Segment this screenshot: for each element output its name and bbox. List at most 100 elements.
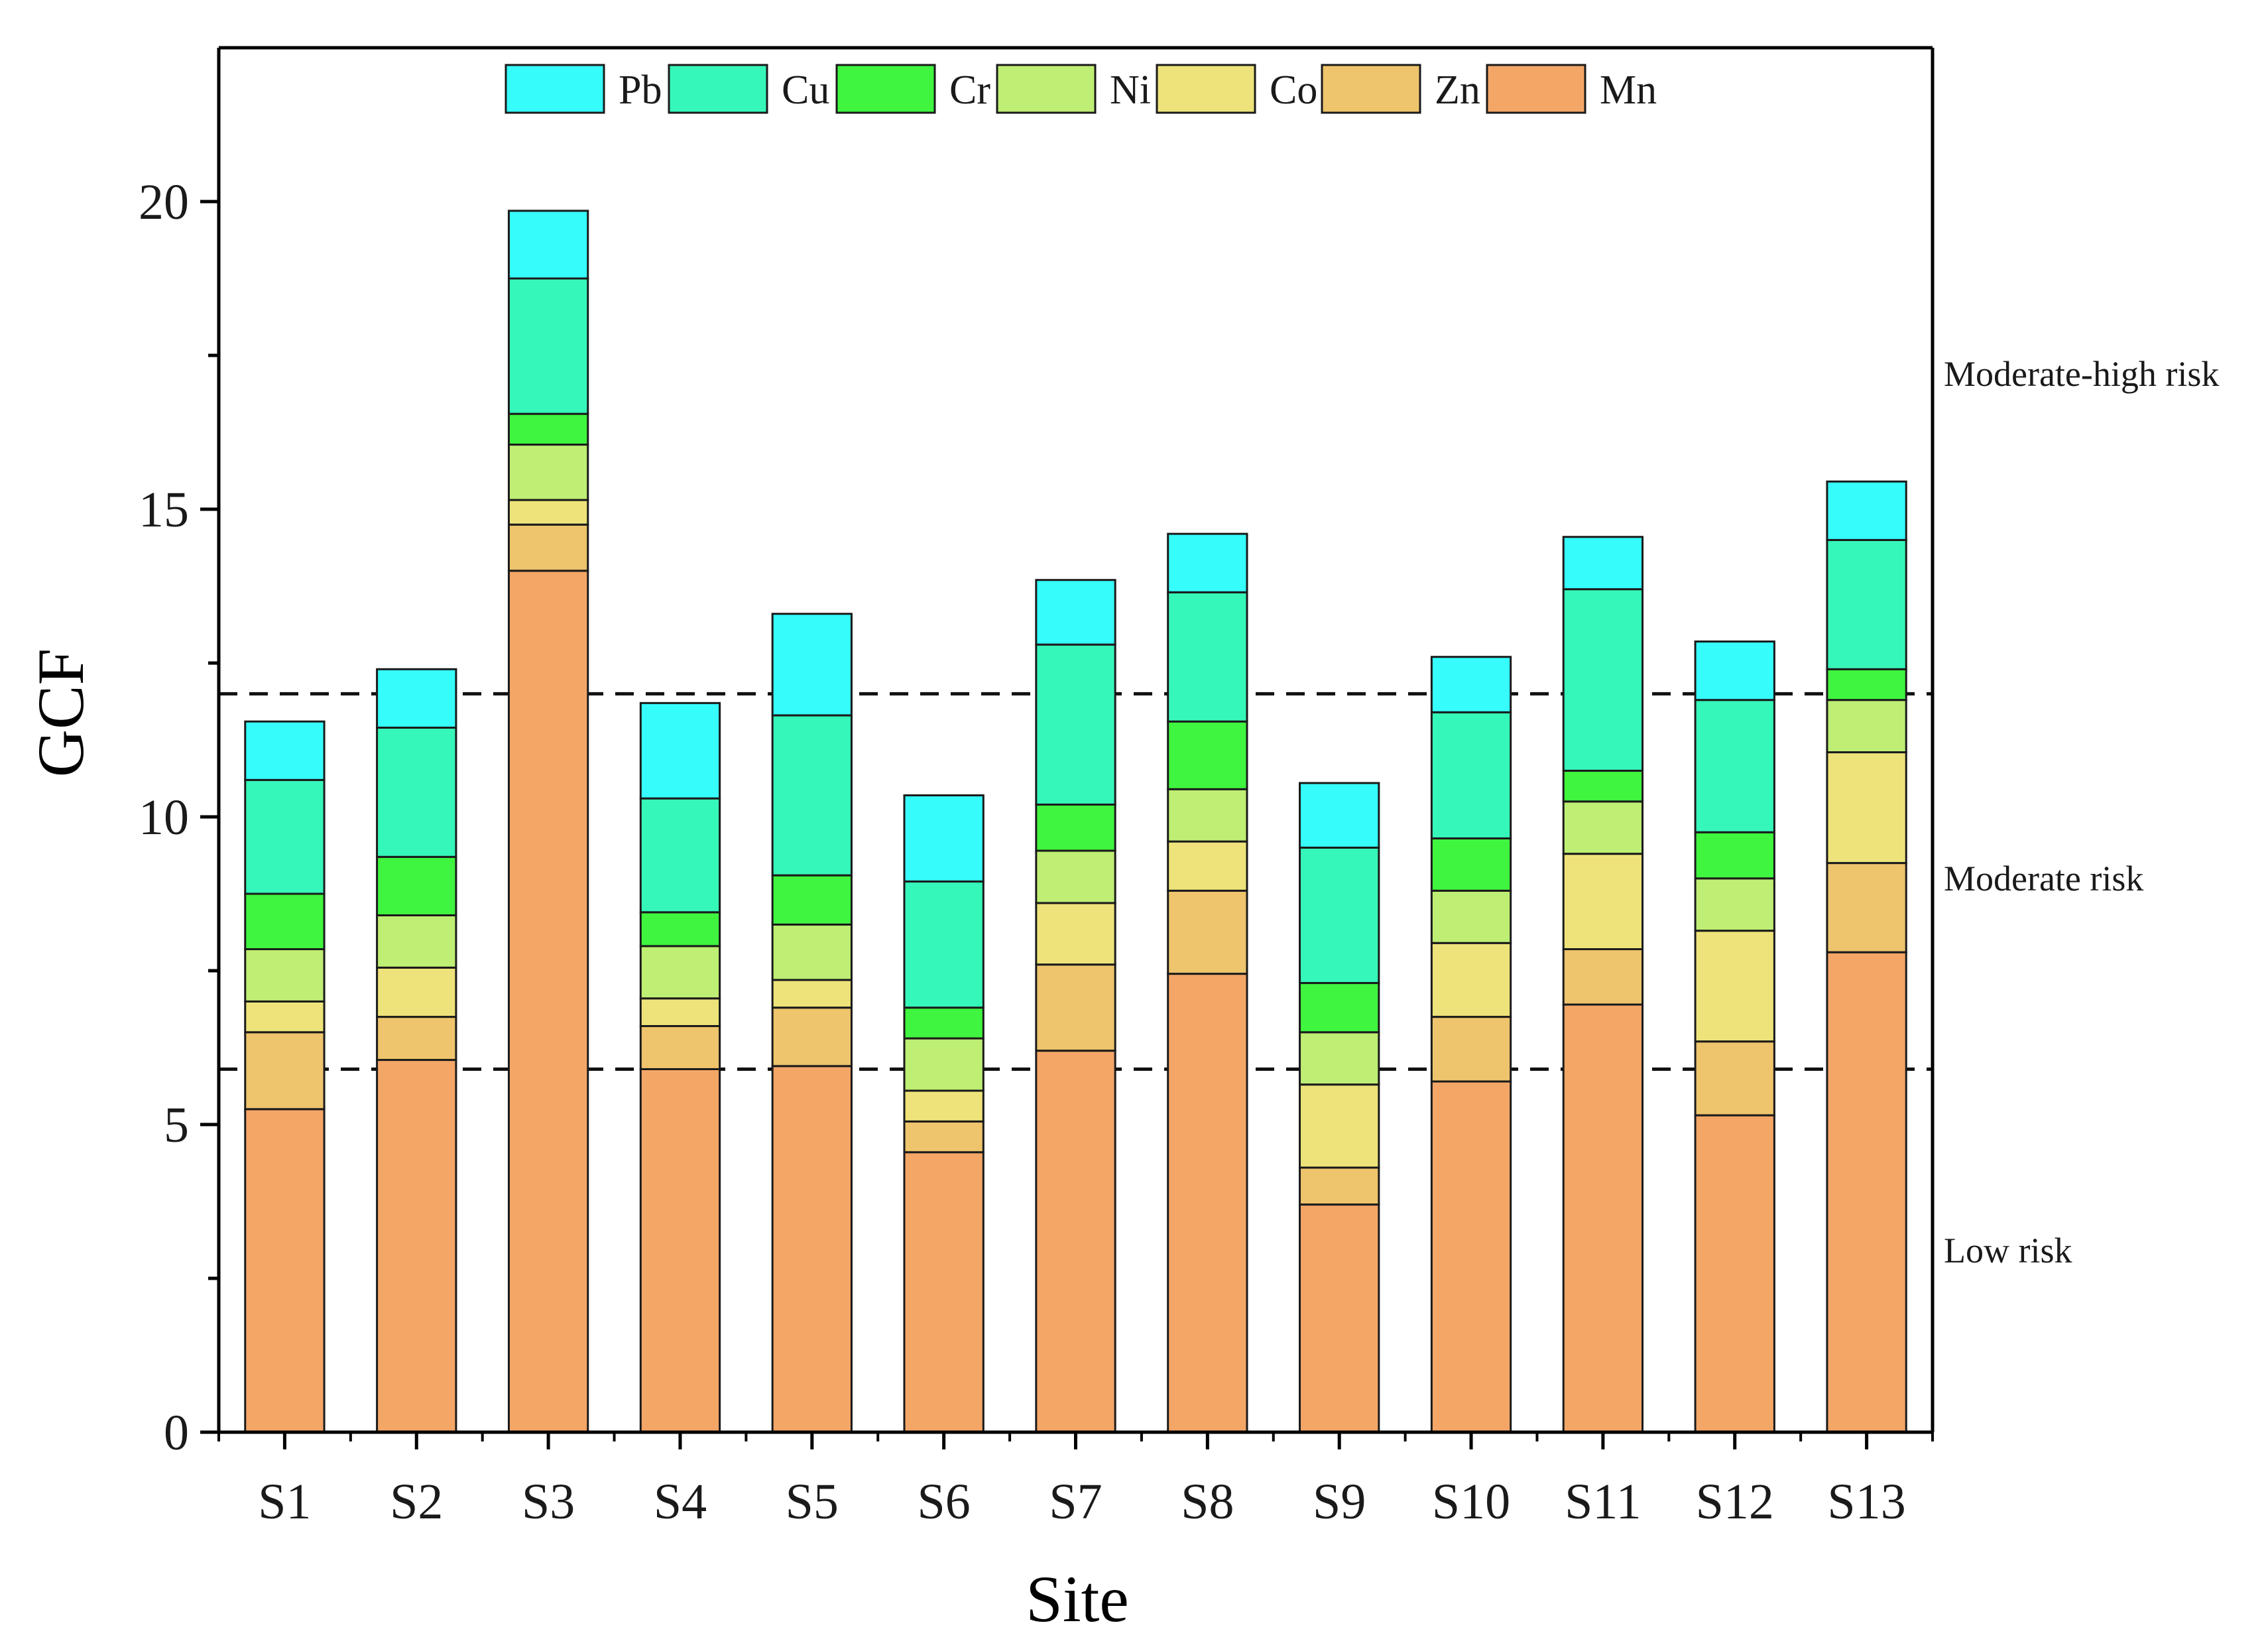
axes: 0 5 10 15 20 S1 S2 S3 S4 S5 S6 S7 S8 S9 S10 S11 S12 S13 — [139, 46, 1935, 1530]
legend-label-zn: Zn — [1435, 68, 1480, 113]
bar-s11-cu — [1562, 588, 1644, 772]
x-tick-label: S12 — [1696, 1474, 1774, 1530]
bar-s2-mn — [376, 1059, 457, 1434]
y-tick-label: 10 — [139, 790, 189, 845]
bar-s9-zn — [1299, 1166, 1380, 1206]
y-tick-label: 0 — [164, 1405, 189, 1461]
bar-s1-ni — [244, 948, 326, 1003]
bar-s3-zn — [507, 523, 589, 572]
zone-label-2: Moderate risk — [1944, 859, 2143, 898]
legend-swatch-cr — [835, 64, 936, 114]
legend-label-pb: Pb — [619, 68, 662, 113]
bar-s1-pb — [244, 720, 326, 781]
bar-s9-pb — [1299, 782, 1380, 849]
bar-s5-ni — [771, 923, 853, 981]
zone-label-3: Low risk — [1944, 1231, 2072, 1270]
bar-s11-ni — [1562, 800, 1644, 855]
x-tick-label: S13 — [1827, 1474, 1905, 1530]
bar-s10-cu — [1430, 711, 1512, 839]
bar-s12-cu — [1694, 699, 1775, 833]
legend: Pb Cu Cr Ni Co Zn Mn — [505, 64, 1657, 114]
bar-s13-ni — [1826, 699, 1907, 754]
bar-s3-cu — [507, 277, 589, 415]
bar-s8-cr — [1167, 720, 1248, 790]
zone-label-1: Moderate-high risk — [1944, 354, 2219, 394]
bar-s11-zn — [1562, 948, 1644, 1006]
bar-s5-cu — [771, 714, 853, 877]
bar-s12-pb — [1694, 641, 1775, 702]
bar-s9-ni — [1299, 1031, 1380, 1086]
bar-s5-cr — [771, 874, 853, 926]
legend-swatch-mn — [1486, 64, 1586, 114]
legend-swatch-ni — [996, 64, 1097, 114]
bar-s1-zn — [244, 1031, 326, 1111]
bar-s8-mn — [1167, 973, 1248, 1434]
bar-s4-cr — [639, 911, 721, 947]
bar-s13-pb — [1826, 480, 1907, 541]
bar-s10-cr — [1430, 837, 1512, 892]
bar-s1-co — [244, 1000, 326, 1034]
bar-s1-cu — [244, 778, 326, 895]
bar-s13-zn — [1826, 862, 1907, 953]
y-tick-label: 15 — [139, 482, 189, 538]
bar-s3-pb — [507, 210, 589, 280]
legend-swatch-co — [1156, 64, 1256, 114]
bar-s7-ni — [1035, 849, 1116, 904]
bar-s7-co — [1035, 902, 1116, 966]
bar-s1-mn — [244, 1108, 326, 1434]
bar-s8-co — [1167, 840, 1248, 892]
x-tick-label: S5 — [786, 1474, 839, 1530]
bar-s6-cu — [903, 880, 985, 1009]
bar-s8-pb — [1167, 532, 1248, 593]
bar-s9-cr — [1299, 982, 1380, 1034]
x-axis-title: Site — [1026, 1562, 1129, 1636]
bar-s6-ni — [903, 1037, 985, 1092]
x-tick-label: S6 — [918, 1474, 971, 1530]
bar-s8-zn — [1167, 889, 1248, 975]
x-tick-label: S7 — [1049, 1474, 1102, 1530]
bar-s9-co — [1299, 1083, 1380, 1169]
bar-s10-mn — [1430, 1080, 1512, 1434]
x-tick-label: S10 — [1432, 1474, 1510, 1530]
bar-s7-zn — [1035, 963, 1116, 1052]
y-tick-label: 20 — [139, 174, 189, 230]
legend-swatch-zn — [1321, 64, 1421, 114]
legend-swatch-cu — [668, 64, 768, 114]
bar-s4-mn — [639, 1068, 721, 1434]
bar-s6-cr — [903, 1007, 985, 1040]
bar-s2-co — [376, 966, 457, 1018]
bar-s3-co — [507, 499, 589, 526]
x-tick-label: S4 — [654, 1474, 707, 1530]
legend-swatch-pb — [505, 64, 605, 114]
bar-s4-ni — [639, 945, 721, 1000]
bar-s9-mn — [1299, 1203, 1380, 1434]
bar-s7-cu — [1035, 643, 1116, 806]
bar-s1-cr — [244, 892, 326, 951]
bar-s2-cu — [376, 726, 457, 858]
x-tick-label: S3 — [522, 1474, 575, 1530]
x-tick-label: S2 — [390, 1474, 443, 1530]
bar-s11-co — [1562, 853, 1644, 951]
bar-s13-mn — [1826, 951, 1907, 1434]
bar-s7-mn — [1035, 1050, 1116, 1434]
bar-s11-mn — [1562, 1003, 1644, 1434]
legend-label-mn: Mn — [1600, 68, 1657, 113]
bar-s12-cr — [1694, 831, 1775, 880]
x-tick-label: S9 — [1313, 1474, 1366, 1530]
bar-s5-zn — [771, 1007, 853, 1068]
bar-s12-ni — [1694, 877, 1775, 932]
bar-s5-co — [771, 979, 853, 1009]
bar-s8-ni — [1167, 788, 1248, 843]
bar-s2-zn — [376, 1016, 457, 1062]
legend-label-ni: Ni — [1110, 68, 1151, 113]
bar-s6-pb — [903, 794, 985, 883]
bar-s6-zn — [903, 1120, 985, 1154]
risk-zone-labels: Moderate-high risk Moderate risk Low risk — [1944, 354, 2219, 1270]
bar-s10-pb — [1430, 656, 1512, 713]
y-axis-title: GCF — [24, 648, 97, 778]
bar-s4-co — [639, 997, 721, 1028]
bar-s9-cu — [1299, 846, 1380, 985]
bar-s7-cr — [1035, 803, 1116, 852]
bar-s2-cr — [376, 855, 457, 916]
